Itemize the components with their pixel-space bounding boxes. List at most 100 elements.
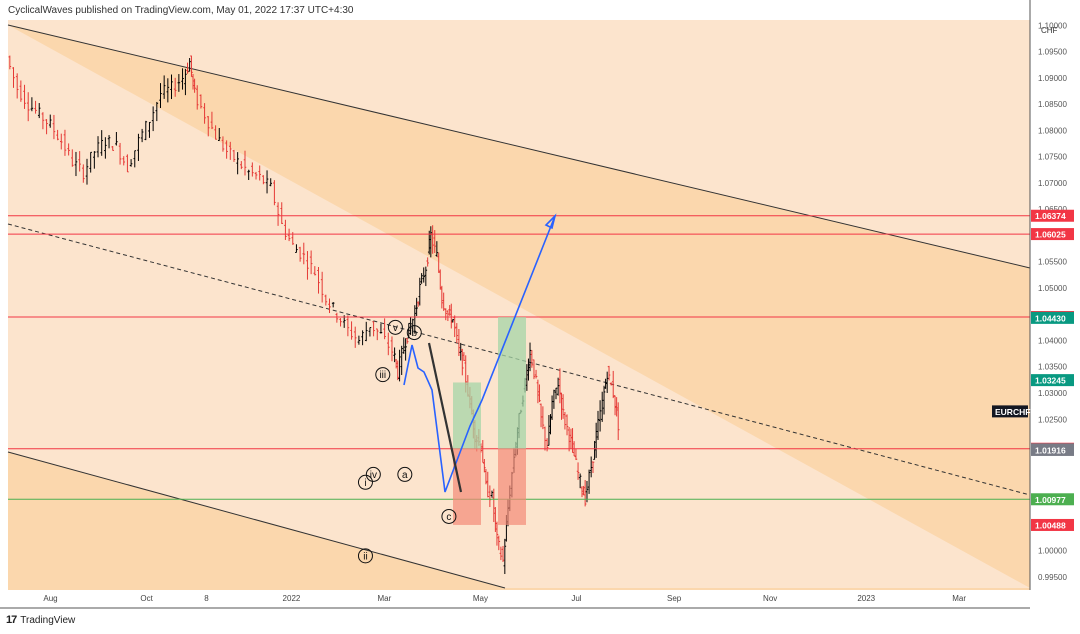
candle[interactable] (451, 318, 455, 323)
candle[interactable] (424, 266, 428, 287)
candle[interactable] (372, 321, 375, 337)
candle[interactable] (379, 323, 383, 334)
candle[interactable] (565, 414, 569, 436)
candle[interactable] (118, 142, 122, 165)
candle[interactable] (346, 315, 350, 337)
candle[interactable] (214, 125, 217, 140)
candle[interactable] (503, 538, 507, 575)
candle[interactable] (383, 318, 386, 340)
candle[interactable] (247, 169, 250, 180)
candle[interactable] (444, 308, 448, 321)
candle[interactable] (151, 106, 155, 132)
candle[interactable] (607, 365, 611, 381)
candle[interactable] (111, 145, 115, 151)
candle[interactable] (446, 310, 450, 322)
candle[interactable] (280, 202, 284, 224)
candle[interactable] (457, 328, 461, 356)
candle[interactable] (41, 112, 45, 130)
candle[interactable] (501, 545, 505, 562)
candle[interactable] (26, 92, 30, 122)
candle[interactable] (357, 335, 361, 345)
target-zone-box-1[interactable] (453, 382, 481, 449)
candle[interactable] (317, 266, 320, 294)
candle[interactable] (361, 330, 364, 346)
candle[interactable] (195, 85, 199, 110)
candle[interactable] (276, 202, 280, 226)
candle[interactable] (320, 271, 324, 303)
candle[interactable] (587, 469, 591, 494)
candle[interactable] (591, 461, 595, 474)
candle[interactable] (100, 130, 103, 156)
candle[interactable] (287, 228, 291, 242)
channel-upper-line[interactable] (7, 24, 1031, 269)
candle[interactable] (251, 162, 254, 177)
candle[interactable] (455, 323, 459, 344)
candle[interactable] (353, 326, 357, 348)
candle[interactable] (328, 298, 331, 314)
candle[interactable] (583, 480, 587, 507)
candle[interactable] (126, 154, 129, 173)
candle[interactable] (221, 136, 225, 152)
candle[interactable] (140, 128, 144, 143)
wave-label[interactable]: a (397, 466, 413, 482)
candle[interactable] (532, 359, 536, 380)
candle[interactable] (398, 349, 401, 382)
candle[interactable] (393, 347, 396, 363)
candle[interactable] (74, 151, 78, 177)
candle[interactable] (284, 219, 287, 240)
candle[interactable] (115, 131, 118, 146)
candle[interactable] (589, 456, 593, 478)
candle[interactable] (228, 141, 232, 160)
candle[interactable] (309, 250, 313, 275)
candle[interactable] (484, 468, 488, 485)
candle[interactable] (254, 171, 258, 180)
candle[interactable] (435, 241, 439, 257)
candle[interactable] (426, 257, 429, 267)
candle[interactable] (162, 75, 166, 99)
candle[interactable] (34, 100, 37, 114)
candle[interactable] (190, 55, 193, 77)
candle[interactable] (133, 150, 137, 168)
candle[interactable] (203, 103, 206, 124)
candle[interactable] (85, 158, 89, 185)
candle[interactable] (335, 312, 339, 323)
candle[interactable] (331, 302, 335, 308)
candle[interactable] (405, 337, 409, 344)
candle[interactable] (530, 350, 534, 368)
wave-label[interactable]: v (387, 319, 403, 335)
candle[interactable] (578, 473, 582, 489)
candle[interactable] (188, 58, 191, 72)
candle[interactable] (552, 389, 556, 409)
candle[interactable] (159, 83, 162, 109)
candle[interactable] (541, 406, 545, 430)
candle[interactable] (462, 352, 466, 362)
candle[interactable] (483, 458, 486, 473)
candle[interactable] (368, 327, 372, 337)
candle[interactable] (295, 244, 298, 253)
candle[interactable] (104, 137, 107, 159)
candle[interactable] (177, 74, 181, 92)
candle[interactable] (210, 111, 214, 130)
candle[interactable] (19, 80, 23, 102)
candle[interactable] (324, 294, 328, 306)
candle[interactable] (107, 135, 111, 149)
candle[interactable] (12, 67, 15, 88)
candle[interactable] (576, 462, 580, 480)
candle[interactable] (144, 120, 148, 141)
candle[interactable] (262, 175, 265, 185)
candle[interactable] (45, 119, 48, 135)
candle[interactable] (258, 165, 261, 181)
candle[interactable] (528, 342, 532, 372)
candle[interactable] (78, 151, 81, 172)
wave-label[interactable]: ii (357, 548, 373, 564)
candle[interactable] (440, 285, 444, 309)
candle[interactable] (137, 133, 140, 161)
candle[interactable] (155, 101, 159, 122)
candle[interactable] (574, 448, 578, 461)
candle[interactable] (486, 471, 490, 498)
candle[interactable] (429, 226, 433, 258)
candle[interactable] (93, 151, 96, 169)
candle[interactable] (240, 161, 243, 170)
candle[interactable] (37, 103, 41, 119)
candle[interactable] (418, 277, 422, 306)
